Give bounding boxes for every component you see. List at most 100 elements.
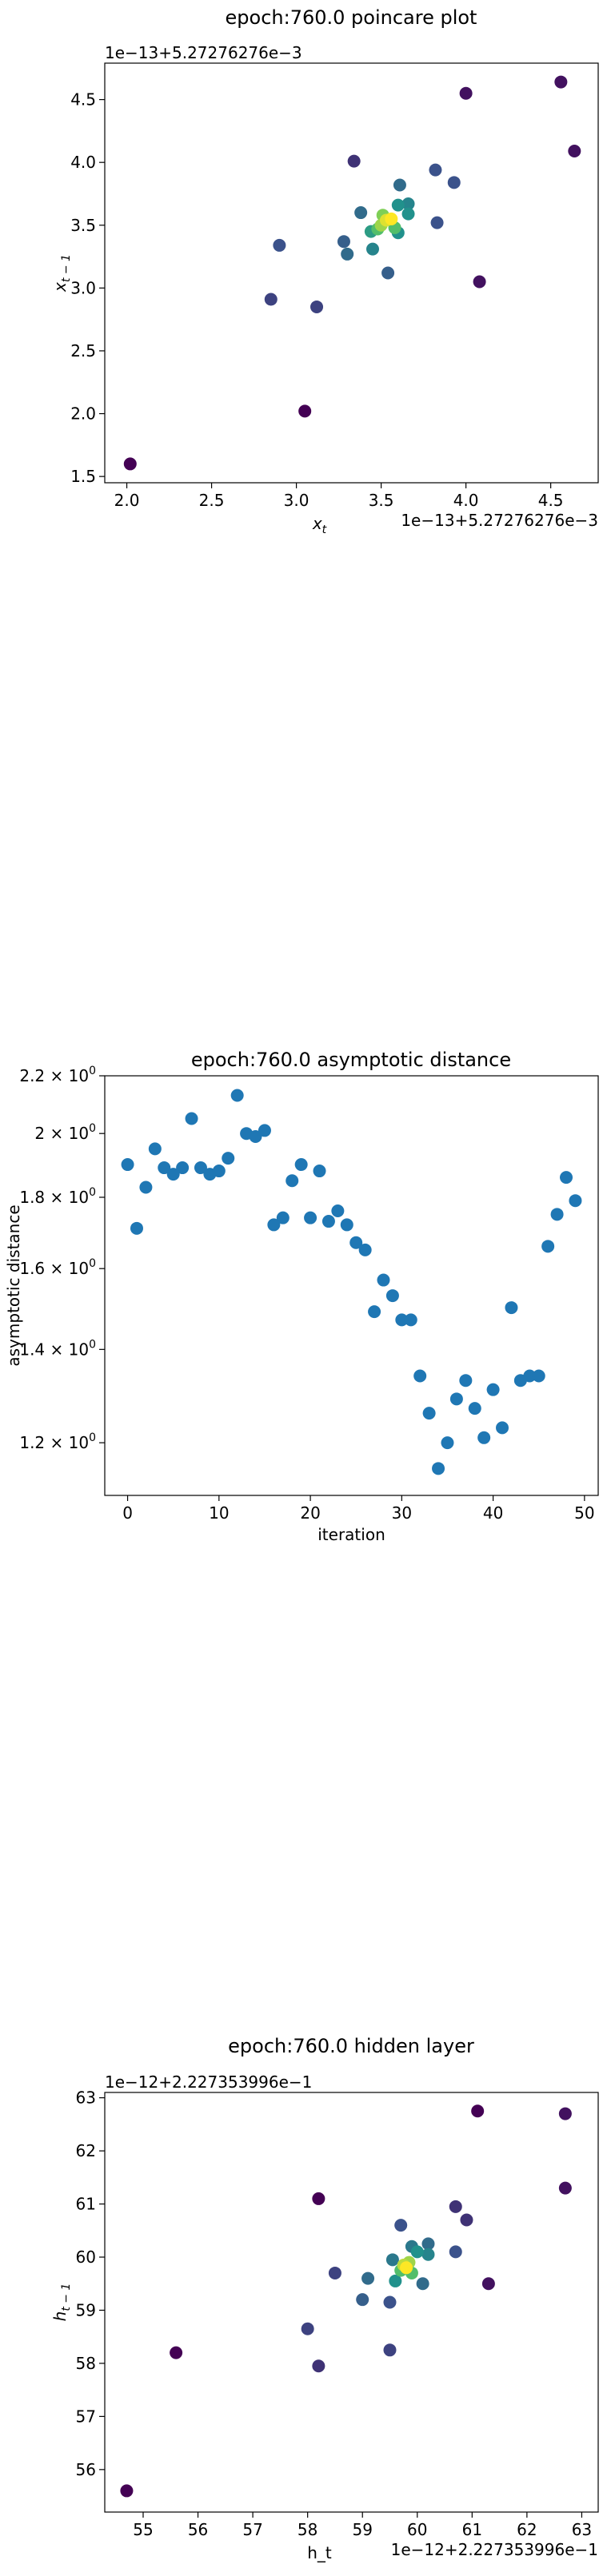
- chart-title: epoch:760.0 hidden layer: [228, 2035, 474, 2057]
- y-tick-label: 60: [76, 2248, 96, 2267]
- scatter-point: [421, 2237, 435, 2251]
- scatter-point: [377, 1273, 390, 1287]
- y-tick-label: 4.0: [70, 153, 96, 172]
- scatter-point: [383, 2295, 397, 2309]
- y-tick-label: 3.0: [70, 278, 96, 297]
- scatter-point: [401, 197, 415, 211]
- scatter-point: [222, 1152, 235, 1165]
- scatter-point: [301, 2322, 314, 2335]
- scatter-point: [123, 457, 137, 471]
- scatter-point: [459, 1374, 473, 1388]
- x-axis-label-main: x: [312, 514, 322, 533]
- y-tick-base: 2 × 10: [34, 1124, 89, 1143]
- scatter-point: [422, 1407, 436, 1420]
- chart-hidden: epoch:760.0 hidden layer 55 56 57 58 59 60 61 62…: [50, 2035, 599, 2562]
- x-offset-text: 1e−12+2.227353996e−1: [391, 2540, 598, 2559]
- scatter-point: [366, 242, 380, 256]
- scatter-point: [194, 1161, 207, 1175]
- scatter-point: [481, 2277, 495, 2291]
- chart-title: epoch:760.0 asymptotic distance: [191, 1049, 511, 1071]
- y-tick-label: 1.4 × 100: [19, 1338, 96, 1359]
- x-tick-label: 57: [242, 2520, 262, 2539]
- y-tick-base: 1.2 × 10: [19, 1433, 89, 1452]
- scatter-point: [430, 216, 444, 229]
- x-tick-label: 2.5: [199, 491, 225, 510]
- scatter-point: [410, 2245, 424, 2259]
- y-axis-label: ht − 1: [50, 2283, 73, 2322]
- scatter-point: [429, 163, 442, 177]
- scatter-point: [459, 86, 473, 100]
- y-tick-label: 56: [76, 2460, 96, 2479]
- scatter-point: [505, 1301, 518, 1315]
- x-tick-label: 61: [462, 2520, 482, 2539]
- plot-frame: [104, 1075, 599, 1496]
- plot-frame: [104, 2092, 599, 2513]
- x-tick-label: 40: [483, 1503, 503, 1523]
- scatter-point: [321, 1215, 335, 1228]
- scatter-point: [354, 206, 368, 220]
- plot-frame: [104, 62, 599, 484]
- scatter-point: [230, 1089, 244, 1102]
- scatter-point: [385, 2253, 399, 2267]
- scatter-point: [328, 2266, 341, 2279]
- x-tick-label: 63: [572, 2520, 592, 2539]
- scatter-point: [413, 1369, 427, 1383]
- scatter-point: [523, 1369, 537, 1383]
- scatter-point: [385, 1289, 399, 1303]
- scatter-point: [550, 1208, 564, 1221]
- y-tick-label: 61: [76, 2195, 96, 2214]
- y-tick-label: 2.5: [70, 341, 96, 360]
- scatter-point: [471, 2104, 485, 2118]
- y-tick-base: 1.8 × 10: [19, 1188, 89, 1207]
- scatter-point: [449, 1392, 463, 1406]
- scatter-point: [312, 2359, 325, 2373]
- x-axis-label: iteration: [317, 1525, 385, 1544]
- y-tick-exponent: 0: [89, 1431, 96, 1444]
- scatter-point: [185, 1112, 198, 1125]
- scatter-point: [486, 1383, 500, 1396]
- x-axis-label: xt: [312, 514, 327, 536]
- x-tick-label: 4.5: [538, 491, 564, 510]
- scatter-point: [554, 75, 568, 89]
- x-tick-label: 55: [133, 2520, 153, 2539]
- scatter-point: [347, 154, 361, 168]
- scatter-point: [358, 1243, 372, 1256]
- scatter-point: [432, 1462, 445, 1475]
- x-tick-label: 3.0: [284, 491, 309, 510]
- y-tick-label: 59: [76, 2300, 96, 2319]
- scatter-point: [449, 2200, 462, 2213]
- x-tick-label: 4.0: [453, 491, 479, 510]
- y-tick-label: 2 × 100: [34, 1122, 96, 1143]
- scatter-point: [383, 2343, 397, 2357]
- y-tick-label: 58: [76, 2354, 96, 2373]
- y-tick-exponent: 0: [89, 1257, 96, 1270]
- y-tick-label: 1.6 × 100: [19, 1257, 96, 1278]
- scatter-point: [560, 1171, 573, 1184]
- scatter-point: [337, 235, 350, 249]
- scatter-point: [340, 1218, 353, 1232]
- scatter-point: [212, 1165, 226, 1178]
- scatter-point: [473, 275, 486, 289]
- scatter-point: [496, 1421, 509, 1435]
- scatter-point: [569, 1194, 582, 1208]
- scatter-point: [447, 176, 461, 189]
- scatter-point: [170, 2346, 183, 2359]
- y-tick-label: 3.5: [70, 216, 96, 235]
- scatter-point: [558, 2181, 572, 2195]
- scatter-point: [313, 1165, 326, 1178]
- scatter-point: [304, 1211, 317, 1224]
- y-axis-label-group: asymptotic distance: [4, 1204, 23, 1366]
- scatter-point: [389, 2274, 402, 2287]
- y-axis-label-sub: t − 1: [60, 2283, 73, 2311]
- scatter-point: [356, 2293, 369, 2307]
- y-tick-label: 4.5: [70, 90, 96, 109]
- scatter-point: [401, 207, 415, 221]
- x-axis-label-sub: t: [322, 524, 327, 536]
- x-offset-text: 1e−13+5.27276276e−3: [401, 511, 598, 530]
- y-axis-label-main: x: [50, 282, 70, 293]
- y-axis-label-group: xt − 1: [50, 254, 73, 293]
- x-axis-label: h_t: [307, 2543, 332, 2562]
- scatter-point: [310, 300, 324, 313]
- scatter-point: [176, 1161, 190, 1175]
